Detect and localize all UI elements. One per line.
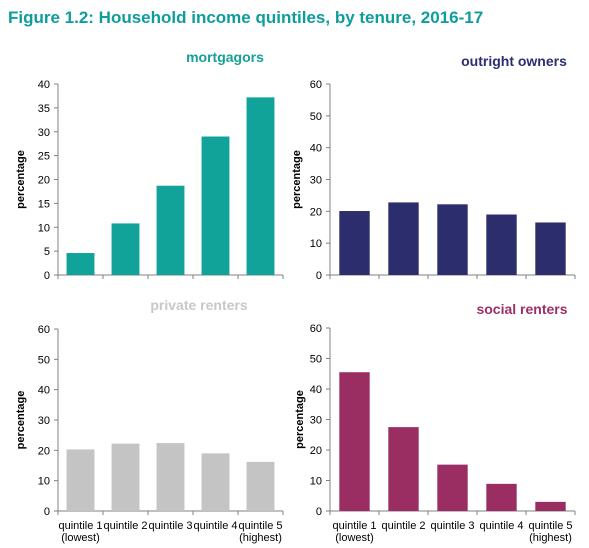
chart-4-x-tick-label: quintile 5 [528, 520, 572, 532]
chart-1-y-tick-label: 15 [38, 198, 50, 210]
chart-4-x-tick-label: quintile 2 [381, 520, 425, 532]
chart-3-x-tick-label: quintile 5 [238, 520, 282, 532]
chart-1-bar [156, 185, 185, 275]
chart-3-bar [246, 461, 275, 511]
chart-3-y-tick-label: 10 [38, 476, 50, 488]
chart-1-y-tick-label: 5 [44, 246, 50, 258]
chart-1-y-tick-label: 0 [44, 270, 50, 282]
chart-3-x-tick-label: quintile 2 [103, 520, 147, 532]
chart-3-y-tick-label: 50 [38, 354, 50, 366]
chart-1-y-tick-label: 20 [38, 175, 50, 187]
chart-4-bar [339, 372, 370, 511]
chart-3-bar [156, 443, 185, 511]
chart-2-bar [535, 222, 566, 275]
chart-2-bar [437, 204, 468, 275]
chart-1-title: mortgagors [186, 49, 264, 65]
chart-2-y-tick-label: 20 [310, 206, 322, 218]
chart-2-y-tick-label: 40 [310, 143, 322, 155]
chart-4-y-tick-label: 40 [310, 384, 322, 396]
chart-1-y-tick-label: 25 [38, 151, 50, 163]
chart-3-title: private renters [150, 297, 247, 313]
chart-4-x-tick-label: quintile 3 [430, 520, 474, 532]
chart-4-title: social renters [476, 301, 567, 317]
chart-4-y-tick-label: 50 [310, 354, 322, 366]
chart-3-x-tick-label-sub: (lowest) [61, 532, 100, 544]
chart-2-y-axis-label: percentage [291, 150, 303, 209]
chart-4-y-tick-label: 20 [310, 445, 322, 457]
chart-3-x-tick-label: quintile 4 [193, 520, 237, 532]
chart-2-y-tick-label: 0 [316, 270, 322, 282]
chart-1-bar [201, 136, 230, 275]
chart-3-y-tick-label: 30 [38, 415, 50, 427]
chart-3-x-tick-label: quintile 1 [58, 520, 102, 532]
chart-1-y-tick-label: 10 [38, 222, 50, 234]
chart-4-y-axis-label: percentage [294, 390, 306, 449]
chart-4-x-tick-label: quintile 1 [332, 520, 376, 532]
chart-4-x-tick-label-sub: (highest) [529, 532, 572, 544]
chart-4-bar [486, 483, 517, 511]
chart-3-y-tick-label: 60 [38, 324, 50, 336]
chart-3-bar [201, 453, 230, 511]
chart-4-y-tick-label: 30 [310, 415, 322, 427]
chart-1-bar [111, 223, 140, 275]
chart-2-title: outright owners [461, 53, 567, 69]
chart-2-bar [339, 211, 370, 275]
chart-4-bar [437, 464, 468, 511]
chart-2-bar [388, 202, 419, 275]
chart-4-x-tick-label: quintile 4 [479, 520, 523, 532]
chart-1-y-axis-label: percentage [15, 150, 27, 209]
chart-4-bar [388, 427, 419, 511]
chart-3-x-tick-label-sub: (highest) [239, 532, 282, 544]
chart-3-x-tick-label: quintile 3 [148, 520, 192, 532]
chart-3-bar [66, 449, 95, 511]
chart-1-bar [66, 253, 95, 275]
chart-1-y-tick-label: 40 [38, 79, 50, 91]
chart-2-y-tick-label: 60 [310, 79, 322, 91]
chart-3-y-tick-label: 0 [44, 506, 50, 518]
chart-1-bar [246, 97, 275, 276]
chart-2-y-tick-label: 50 [310, 111, 322, 123]
chart-4-y-tick-label: 10 [310, 476, 322, 488]
figure-title: Figure 1.2: Household income quintiles, … [8, 8, 484, 27]
chart-3-y-axis-label: percentage [15, 391, 27, 450]
chart-3-y-tick-label: 40 [38, 385, 50, 397]
chart-1-y-tick-label: 35 [38, 103, 50, 115]
chart-2-bar [486, 214, 517, 275]
chart-4-x-tick-label-sub: (lowest) [335, 532, 374, 544]
chart-2-y-tick-label: 10 [310, 238, 322, 250]
chart-1-y-tick-label: 30 [38, 127, 50, 139]
chart-3-bar [111, 443, 140, 511]
chart-4-bar [535, 501, 566, 511]
chart-3-y-tick-label: 20 [38, 445, 50, 457]
chart-2-y-tick-label: 30 [310, 175, 322, 187]
chart-4-y-tick-label: 60 [310, 323, 322, 335]
chart-4-y-tick-label: 0 [316, 506, 322, 518]
